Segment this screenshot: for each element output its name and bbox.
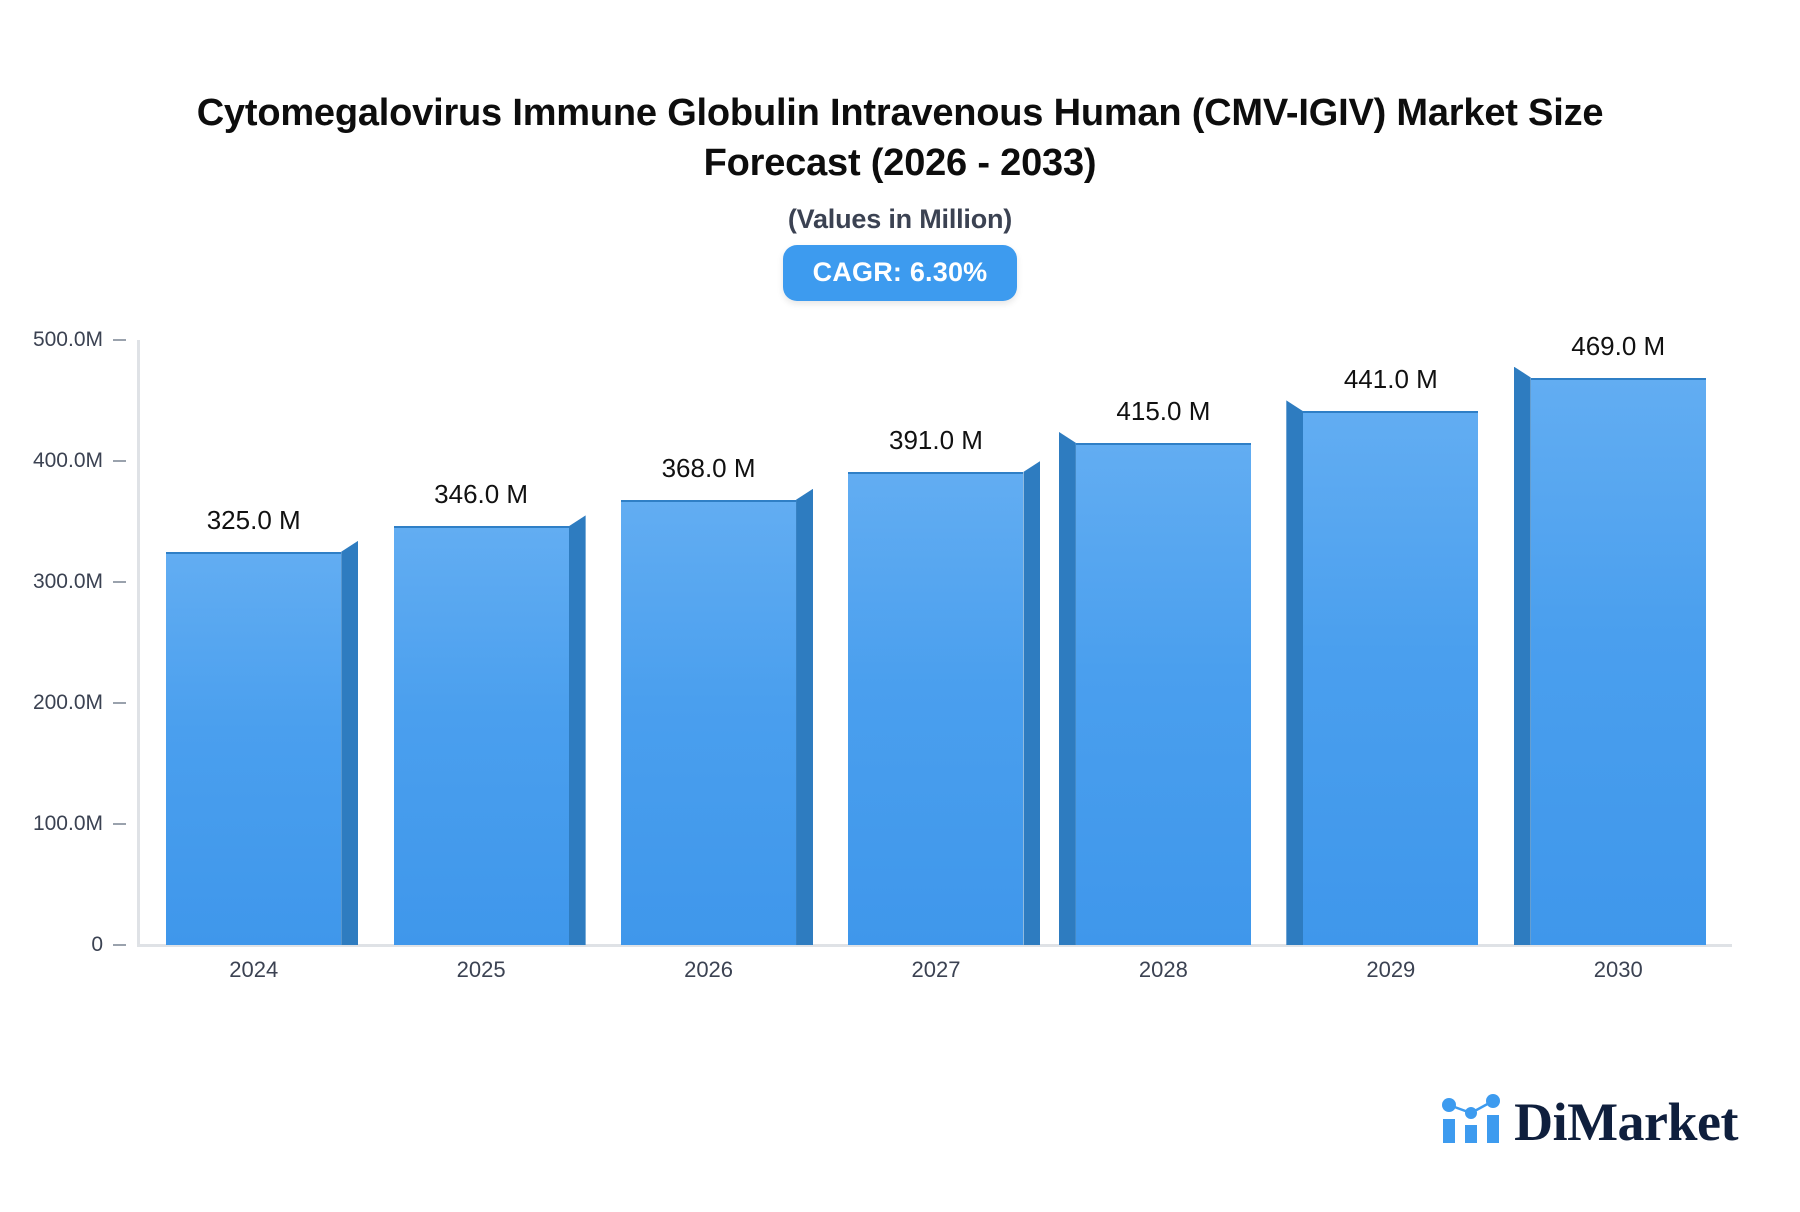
brand-logo: DiMarket (1441, 1093, 1738, 1150)
bar-front-face (848, 471, 1024, 945)
bar-side-face (1513, 366, 1531, 945)
x-axis-label-2024: 2024 (229, 957, 279, 982)
bar-front-face (393, 526, 569, 945)
bar-front-face (1303, 411, 1479, 945)
y-axis-tick-label: 500.0M (0, 328, 126, 352)
bar-slot: 346.0 M (367, 340, 594, 945)
bar-2024[interactable]: 325.0 M (166, 505, 359, 945)
y-axis-tick-label: 300.0M (0, 570, 126, 594)
bar-side-face (796, 488, 814, 945)
bar-slot: 469.0 M (1505, 331, 1732, 945)
y-tick-mark (113, 944, 126, 947)
y-tick-text: 400.0M (32, 449, 103, 472)
bar-slot: 441.0 M (1277, 340, 1504, 945)
bar-value-label: 368.0 M (661, 452, 756, 483)
bar-value-label: 441.0 M (1343, 364, 1438, 395)
bar-front-face (1075, 442, 1251, 945)
y-tick-mark (113, 702, 126, 705)
y-tick-mark (113, 339, 126, 342)
bar-slot: 391.0 M (822, 340, 1049, 945)
y-tick-text: 500.0M (32, 328, 103, 351)
y-tick-mark (113, 823, 126, 826)
bar-slot: 325.0 M (140, 340, 367, 945)
bar-value-label: 325.0 M (206, 504, 301, 535)
bar-front-face (1530, 377, 1706, 945)
bar-side-face (341, 540, 359, 945)
bar-2028[interactable]: 415.0 M (1058, 396, 1251, 945)
y-tick-text: 200.0M (32, 691, 103, 714)
y-tick-mark (113, 460, 126, 463)
bar-slot: 368.0 M (595, 340, 822, 945)
cagr-badge-wrap: CAGR: 6.30% (0, 245, 1800, 302)
x-axis-label-2025: 2025 (456, 957, 506, 982)
y-tick-text: 0 (91, 933, 103, 956)
bar-slot: 415.0 M (1050, 340, 1277, 945)
x-axis-label-2030: 2030 (1593, 957, 1643, 982)
page-title: Cytomegalovirus Immune Globulin Intraven… (196, 92, 1604, 185)
bar-value-label: 469.0 M (1571, 330, 1666, 361)
bar-front-face (621, 499, 797, 945)
x-axis-label-2027: 2027 (911, 957, 961, 982)
bar-value-label: 415.0 M (1116, 395, 1211, 426)
bar-2026[interactable]: 368.0 M (621, 453, 814, 945)
bar-side-face (1286, 400, 1304, 945)
y-axis-tick-label: 0 (0, 933, 126, 957)
x-axis-label-2029: 2029 (1366, 957, 1416, 982)
bar-series: 325.0 M 346.0 M 368.0 M 391.0 M 415.0 M 441.0… (140, 331, 1732, 945)
bar-2030[interactable]: 469.0 M (1513, 331, 1706, 945)
y-axis-tick-label: 400.0M (0, 449, 126, 473)
y-tick-mark (113, 581, 126, 584)
bar-value-label: 391.0 M (888, 424, 983, 455)
y-tick-text: 300.0M (32, 570, 103, 593)
bar-value-label: 346.0 M (434, 479, 529, 510)
bar-chart-dots-icon (1441, 1093, 1503, 1150)
bar-side-face (568, 515, 586, 945)
y-axis-tick-label: 200.0M (0, 691, 126, 715)
bar-side-face (1058, 431, 1076, 945)
x-axis-label-2028: 2028 (1138, 957, 1188, 982)
chart-subtitle: (Values in Million) (787, 204, 1013, 235)
x-axis-labels: 2024 2025 2026 2027 2028 2029 2030 (140, 957, 1732, 983)
x-axis-label-2026: 2026 (684, 957, 734, 982)
brand-name: DiMarket (1514, 1091, 1738, 1152)
y-axis-line (137, 340, 140, 945)
x-axis-line (137, 944, 1732, 947)
status-badge: CAGR: 6.30% (782, 245, 1018, 302)
y-tick-text: 100.0M (32, 812, 103, 835)
bar-side-face (1023, 460, 1041, 945)
y-axis-tick-label: 100.0M (0, 812, 126, 836)
chart-header: Cytomegalovirus Immune Globulin Intraven… (0, 88, 1800, 302)
bar-front-face (166, 551, 342, 945)
bar-2029[interactable]: 441.0 M (1286, 364, 1479, 945)
bar-2027[interactable]: 391.0 M (848, 425, 1041, 945)
bar-2025[interactable]: 346.0 M (393, 479, 586, 945)
